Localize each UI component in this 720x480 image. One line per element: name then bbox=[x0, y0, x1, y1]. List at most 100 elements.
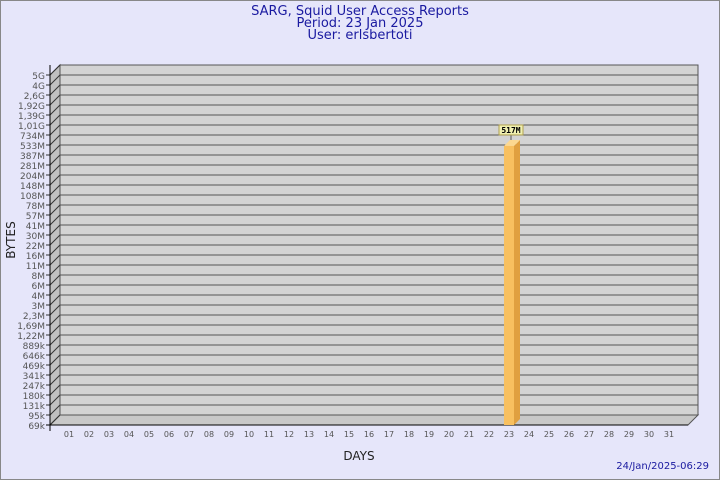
x-axis-label: DAYS bbox=[343, 449, 374, 463]
x-tick-label: 29 bbox=[624, 430, 634, 439]
bar-label-box bbox=[498, 124, 524, 136]
x-tick-label: 05 bbox=[144, 430, 154, 439]
y-tick-label: 1,01G bbox=[18, 122, 45, 132]
y-tick-diagonal bbox=[49, 384, 61, 396]
y-tick-diagonal bbox=[49, 334, 61, 346]
y-tick-label: 41M bbox=[26, 222, 45, 232]
bar-top bbox=[504, 139, 520, 146]
y-tick-label: 148M bbox=[20, 182, 45, 192]
y-tick-diagonal bbox=[49, 114, 61, 126]
bar-day-23 bbox=[504, 145, 514, 426]
y-tick-label: 11M bbox=[26, 262, 45, 272]
y-tick-diagonal bbox=[49, 84, 61, 96]
y-tick-label: 69k bbox=[28, 422, 45, 432]
bar-data-label: 517M bbox=[501, 126, 520, 135]
y-tick-diagonal bbox=[49, 144, 61, 156]
x-tick-label: 02 bbox=[84, 430, 94, 439]
y-tick-label: 78M bbox=[26, 202, 45, 212]
plot-floor bbox=[48, 414, 700, 426]
y-tick-label: 3M bbox=[32, 302, 46, 312]
x-tick-label: 07 bbox=[184, 430, 194, 439]
y-tick-diagonal bbox=[49, 414, 61, 426]
x-tick-label: 18 bbox=[404, 430, 414, 439]
y-tick-diagonal bbox=[49, 254, 61, 266]
y-tick-label: 131k bbox=[23, 402, 46, 412]
x-tick-label: 13 bbox=[304, 430, 314, 439]
y-tick-label: 533M bbox=[20, 142, 45, 152]
y-tick-diagonal bbox=[49, 404, 61, 416]
x-tick-label: 19 bbox=[424, 430, 434, 439]
y-tick-diagonal bbox=[49, 184, 61, 196]
x-tick-label: 01 bbox=[64, 430, 74, 439]
y-tick-diagonal bbox=[49, 394, 61, 406]
x-tick-label: 03 bbox=[104, 430, 114, 439]
y-tick-label: 646k bbox=[23, 352, 46, 362]
y-tick-label: 387M bbox=[20, 152, 45, 162]
y-tick-label: 16M bbox=[26, 252, 45, 262]
y-tick-diagonal bbox=[49, 354, 61, 366]
x-tick-label: 23 bbox=[504, 430, 514, 439]
x-tick-label: 04 bbox=[124, 430, 134, 439]
timestamp: 24/Jan/2025-06:29 bbox=[616, 461, 709, 472]
y-tick-label: 281M bbox=[20, 162, 45, 172]
y-tick-label: 1,22M bbox=[17, 332, 45, 342]
bar-side bbox=[514, 139, 520, 426]
x-tick-label: 14 bbox=[324, 430, 334, 439]
y-tick-diagonal bbox=[49, 314, 61, 326]
y-tick-label: 247k bbox=[23, 382, 46, 392]
y-tick-diagonal bbox=[49, 264, 61, 276]
x-tick-label: 09 bbox=[224, 430, 234, 439]
y-tick-label: 57M bbox=[26, 212, 45, 222]
y-tick-diagonal bbox=[49, 364, 61, 376]
y-tick-label: 1,69M bbox=[17, 322, 45, 332]
x-tick-label: 08 bbox=[204, 430, 214, 439]
x-tick-label: 22 bbox=[484, 430, 494, 439]
y-tick-label: 734M bbox=[20, 132, 45, 142]
y-tick-diagonal bbox=[49, 74, 61, 86]
x-tick-label: 06 bbox=[164, 430, 174, 439]
plot-back-wall bbox=[59, 64, 699, 416]
y-tick-label: 30M bbox=[26, 232, 45, 242]
chart-user: User: erlsbertoti bbox=[307, 28, 413, 43]
y-tick-diagonal bbox=[49, 134, 61, 146]
y-tick-diagonal bbox=[49, 294, 61, 306]
y-tick-diagonal bbox=[49, 154, 61, 166]
y-tick-label: 6M bbox=[32, 282, 46, 292]
y-tick-label: 2,3M bbox=[23, 312, 45, 322]
x-tick-label: 21 bbox=[464, 430, 474, 439]
x-tick-label: 11 bbox=[264, 430, 274, 439]
y-tick-label: 2,6G bbox=[24, 92, 45, 102]
y-tick-diagonal bbox=[49, 374, 61, 386]
x-tick-label: 12 bbox=[284, 430, 294, 439]
y-tick-diagonal bbox=[49, 104, 61, 116]
y-tick-diagonal bbox=[49, 164, 61, 176]
y-tick-label: 4G bbox=[32, 82, 45, 92]
y-tick-diagonal bbox=[49, 274, 61, 286]
y-tick-diagonal bbox=[49, 284, 61, 296]
x-tick-label: 15 bbox=[344, 430, 354, 439]
x-tick-label: 20 bbox=[444, 430, 454, 439]
y-tick-label: 8M bbox=[32, 272, 46, 282]
x-tick-label: 25 bbox=[544, 430, 554, 439]
y-axis-label: BYTES bbox=[4, 221, 18, 258]
y-tick-label: 5G bbox=[32, 72, 45, 82]
chart-title: SARG, Squid User Access Reports bbox=[251, 4, 469, 19]
y-tick-diagonal bbox=[49, 234, 61, 246]
chart-period: Period: 23 Jan 2025 bbox=[296, 16, 424, 31]
y-tick-diagonal bbox=[49, 174, 61, 186]
x-tick-label: 31 bbox=[664, 430, 674, 439]
y-tick-label: 4M bbox=[32, 292, 46, 302]
y-tick-diagonal bbox=[49, 124, 61, 136]
y-tick-label: 95k bbox=[28, 412, 45, 422]
y-tick-label: 204M bbox=[20, 172, 45, 182]
x-tick-label: 10 bbox=[244, 430, 254, 439]
y-tick-diagonal bbox=[49, 214, 61, 226]
x-tick-label: 30 bbox=[644, 430, 654, 439]
x-tick-label: 16 bbox=[364, 430, 374, 439]
y-tick-diagonal bbox=[49, 204, 61, 216]
y-tick-label: 22M bbox=[26, 242, 45, 252]
x-tick-label: 26 bbox=[564, 430, 574, 439]
y-tick-label: 180k bbox=[23, 392, 46, 402]
plot-side-wall bbox=[49, 63, 61, 427]
